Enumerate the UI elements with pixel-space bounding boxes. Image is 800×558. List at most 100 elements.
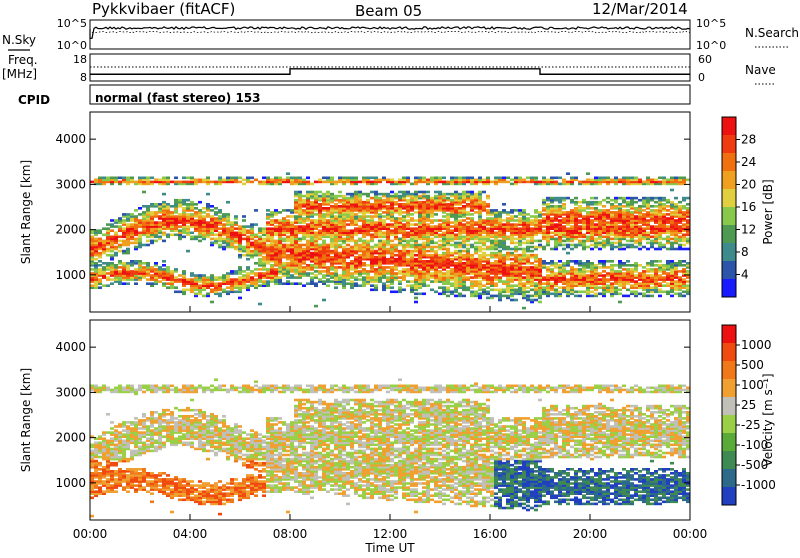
heatmap-cell — [414, 293, 418, 296]
noise-ytick-right-bottom: 10^0 — [696, 39, 726, 52]
heatmap-cell — [514, 289, 518, 292]
heatmap-cell — [114, 225, 118, 228]
heatmap-cell — [582, 234, 586, 237]
heatmap-cell — [614, 242, 618, 245]
heatmap-cell — [374, 244, 378, 247]
heatmap-cell — [190, 177, 194, 180]
heatmap-cell — [522, 266, 526, 269]
heatmap-cell — [258, 272, 262, 275]
heatmap-cell — [486, 246, 490, 249]
heatmap-cell — [90, 236, 94, 239]
heatmap-cell — [314, 305, 318, 308]
heatmap-cell — [102, 240, 106, 243]
heatmap-cell — [526, 177, 530, 180]
heatmap-cell — [214, 234, 218, 237]
heatmap-cell — [294, 282, 298, 285]
heatmap-cell — [206, 203, 210, 206]
heatmap-cell — [462, 262, 466, 265]
heatmap-cell — [550, 236, 554, 239]
heatmap-cell — [610, 260, 614, 263]
heatmap-cell — [406, 232, 410, 235]
heatmap-cell — [634, 262, 638, 265]
heatmap-cell — [342, 238, 346, 241]
heatmap-cell — [114, 219, 118, 222]
heatmap-cell — [174, 215, 178, 218]
heatmap-cell — [202, 215, 206, 218]
heatmap-cell — [562, 286, 566, 289]
heatmap-cell — [606, 260, 610, 263]
heatmap-cell — [122, 177, 126, 180]
heatmap-cell — [362, 177, 366, 180]
heatmap-cell — [318, 244, 322, 247]
heatmap-cell — [522, 276, 526, 279]
heatmap-cell — [450, 252, 454, 255]
heatmap-cell — [134, 268, 138, 271]
heatmap-cell — [322, 240, 326, 243]
heatmap-cell — [134, 260, 138, 263]
heatmap-cell — [122, 282, 126, 285]
heatmap-cell — [526, 181, 530, 184]
heatmap-cell — [186, 225, 190, 228]
heatmap-cell — [150, 181, 154, 184]
heatmap-cell — [478, 254, 482, 257]
heatmap-cell — [278, 219, 282, 222]
heatmap-cell — [250, 181, 254, 184]
heatmap-cell — [394, 244, 398, 247]
heatmap-cell — [134, 215, 138, 218]
heatmap-cell — [110, 236, 114, 239]
heatmap-cell — [290, 274, 294, 277]
heatmap-cell — [366, 177, 370, 180]
heatmap-cell — [618, 197, 622, 200]
heatmap-cell — [586, 246, 590, 249]
heatmap-cell — [158, 280, 162, 283]
heatmap-cell — [590, 244, 594, 247]
heatmap-cell — [602, 199, 606, 202]
heatmap-cell — [286, 177, 290, 180]
heatmap-cell — [110, 223, 114, 226]
heatmap-cell — [570, 199, 574, 202]
heatmap-cell — [338, 199, 342, 202]
heatmap-cell — [514, 284, 518, 287]
heatmap-cell — [570, 266, 574, 269]
heatmap-cell — [114, 264, 118, 267]
heatmap-cell — [626, 240, 630, 243]
heatmap-cell — [338, 205, 342, 208]
heatmap-cell — [326, 278, 330, 281]
heatmap-cell — [334, 266, 338, 269]
heatmap-cell — [170, 181, 174, 184]
heatmap-cell — [250, 177, 254, 180]
heatmap-cell — [514, 215, 518, 218]
heatmap-cell — [386, 258, 390, 261]
heatmap-cell — [246, 258, 250, 261]
heatmap-cell — [98, 177, 102, 180]
heatmap-cell — [606, 284, 610, 287]
heatmap-cell — [418, 191, 422, 194]
heatmap-cell — [646, 274, 650, 277]
heatmap-cell — [282, 209, 286, 212]
heatmap-cell — [466, 203, 470, 206]
heatmap-cell — [210, 289, 214, 292]
heatmap-cell — [330, 256, 334, 259]
heatmap-cell — [322, 207, 326, 210]
heatmap-cell — [474, 242, 478, 245]
heatmap-cell — [502, 219, 506, 222]
heatmap-cell — [442, 215, 446, 218]
heatmap-cell — [142, 205, 146, 208]
heatmap-cell — [266, 268, 270, 271]
heatmap-cell — [526, 246, 530, 249]
heatmap-cell — [382, 199, 386, 202]
heatmap-cell — [358, 238, 362, 241]
heatmap-cell — [94, 238, 98, 241]
heatmap-cell — [518, 177, 522, 180]
heatmap-cell — [406, 240, 410, 243]
heatmap-cell — [510, 179, 514, 182]
heatmap-cell — [390, 240, 394, 243]
heatmap-cell — [502, 289, 506, 292]
heatmap-cell — [214, 217, 218, 220]
heatmap-cell — [462, 223, 466, 226]
heatmap-cell — [446, 197, 450, 200]
heatmap-cell — [302, 199, 306, 202]
heatmap-cell — [262, 177, 266, 180]
heatmap-cell — [554, 238, 558, 241]
